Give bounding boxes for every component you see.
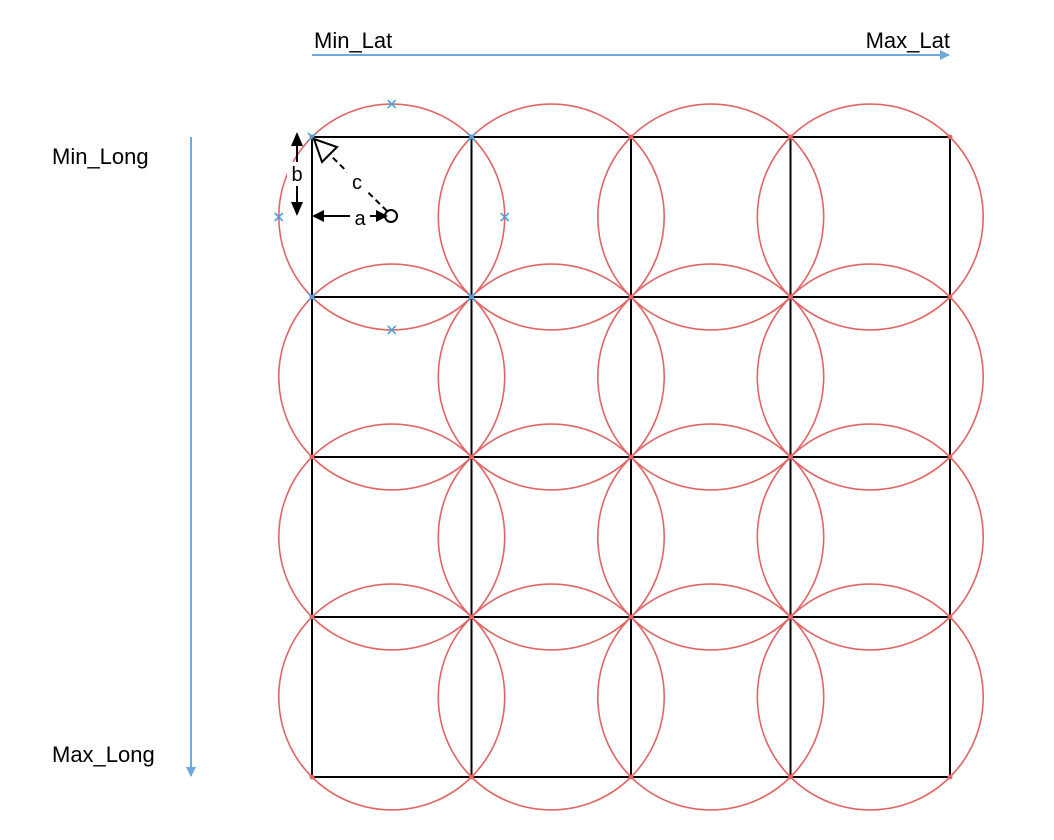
x-marker (387, 99, 397, 109)
max-long-label: Max_Long (52, 742, 155, 767)
coverage-circle (596, 263, 825, 491)
grid-intersection-dot (469, 614, 474, 620)
long-axis: Min_Long Max_Long (52, 137, 196, 777)
x-marker (500, 212, 510, 222)
coverage-circle (756, 583, 985, 811)
min-long-label: Min_Long (52, 144, 149, 169)
grid-intersection-dot (628, 294, 634, 300)
grid-intersection-dot (947, 454, 953, 460)
dimension-c-label-bg (347, 170, 367, 194)
coverage-circles (277, 103, 985, 811)
grid-intersection-dot (947, 614, 953, 620)
grid-intersection-dot (788, 454, 793, 460)
grid-intersection-dot (628, 454, 634, 460)
grid-intersection-dot (309, 614, 315, 620)
grid-intersection-dot (788, 134, 793, 140)
max-lat-label: Max_Lat (866, 28, 950, 53)
coverage-circle (596, 583, 825, 811)
dimension-c-arrow (312, 137, 339, 164)
x-marker (466, 292, 477, 302)
x-marker (307, 292, 317, 302)
grid-intersection-dot (469, 774, 474, 780)
coverage-circle (437, 103, 666, 331)
coverage-circle (437, 583, 666, 811)
dimension-b-arrow-up (291, 132, 303, 146)
dimension-c-label: c (352, 172, 362, 194)
coverage-circle (756, 423, 985, 651)
dimension-a-label: a (354, 208, 366, 230)
grid-intersection-dot (947, 294, 953, 300)
cell-dimensions: a b c (287, 132, 398, 230)
dimension-b-arrow-down (291, 202, 303, 216)
coverage-circle (277, 423, 506, 651)
grid-intersection-dot (788, 774, 793, 780)
coverage-circle (756, 263, 985, 491)
coverage-circle (756, 103, 985, 331)
dimension-a-label-bg (350, 206, 370, 228)
x-marker (466, 132, 477, 142)
grid-intersection-dot (788, 294, 793, 300)
grid-intersection-dot (628, 774, 634, 780)
lat-axis: Min_Lat Max_Lat (312, 28, 950, 60)
x-marker (387, 325, 397, 335)
grid-intersection-dot (309, 774, 315, 780)
grid-intersection-dot (309, 454, 315, 460)
grid-intersection-dot (947, 134, 953, 140)
x-marker (274, 212, 284, 222)
coverage-circle (596, 423, 825, 651)
grid-intersection-dot (788, 614, 793, 620)
grid-intersection-dot (628, 614, 634, 620)
dimension-a-arrow-right (376, 210, 388, 222)
dimension-b-label: b (291, 164, 302, 186)
dimension-b-label-bg (287, 162, 307, 186)
coverage-circle (437, 423, 666, 651)
grid-intersection-dot (628, 134, 634, 140)
coverage-circle (596, 103, 825, 331)
grid-intersection-dot (469, 454, 474, 460)
grid-intersection-dot (947, 774, 953, 780)
coverage-circle (277, 263, 506, 491)
coverage-circle (437, 263, 666, 491)
min-lat-label: Min_Lat (314, 28, 392, 53)
dimension-a-arrow-left (312, 210, 324, 222)
coverage-circle (277, 583, 506, 811)
